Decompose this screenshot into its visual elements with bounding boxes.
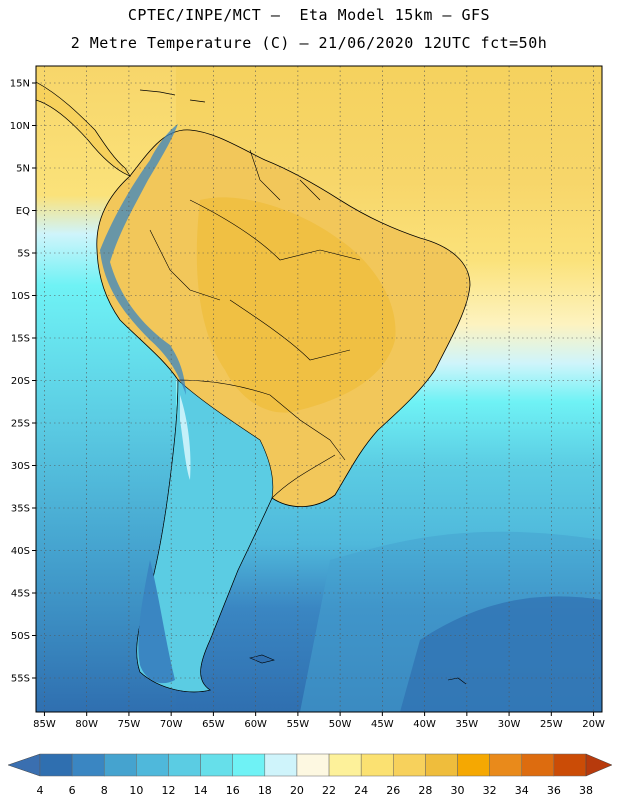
lat-tick-label: 30S — [11, 461, 30, 472]
lat-tick-label: 25S — [11, 419, 30, 430]
legend-label: 24 — [354, 784, 368, 797]
lon-tick-label: 45W — [371, 719, 394, 730]
warm-interior-region — [196, 197, 396, 413]
lat-tick-label: 10S — [11, 291, 30, 302]
central-america-land — [36, 81, 131, 177]
patagonia-cold — [138, 560, 175, 684]
lon-tick-label: 60W — [244, 719, 267, 730]
legend-swatch — [328, 753, 362, 777]
legend-swatch — [489, 753, 523, 777]
legend-swatch — [168, 753, 201, 777]
legend-label: 30 — [451, 784, 465, 797]
legend-swatch — [393, 753, 426, 777]
country-borders — [149, 149, 361, 499]
lat-tick-label: 20S — [11, 376, 30, 387]
legend-swatch — [103, 753, 137, 777]
legend-swatch — [71, 753, 105, 777]
legend-over-arrow — [585, 753, 613, 777]
legend-swatch — [553, 753, 587, 777]
lat-tick-label: 50S — [11, 631, 30, 642]
legend-label: 18 — [258, 784, 272, 797]
legend-swatch — [264, 753, 298, 777]
caribbean-islands — [139, 89, 206, 103]
legend-label: 16 — [226, 784, 240, 797]
legend-under-arrow — [7, 753, 41, 777]
legend-label: 8 — [101, 784, 108, 797]
lon-tick-label: 35W — [456, 719, 479, 730]
south-georgia-island — [447, 677, 467, 685]
latitude-axis: 15N 10N 5N EQ 5S 10S 15S 20S 25S 30S 35S 40S 45S 50S 5… — [10, 79, 36, 685]
lon-tick-label: 65W — [202, 719, 225, 730]
lat-tick-label: 35S — [11, 504, 30, 515]
longitude-axis: 85W 80W 75W 70W 65W 60W 55W 50W 45W 40W 35W 30W 25W 2… — [33, 712, 605, 730]
legend-label: 12 — [161, 784, 175, 797]
lon-tick-label: 70W — [160, 719, 183, 730]
legend-label: 34 — [515, 784, 529, 797]
legend-swatch — [296, 753, 330, 777]
lon-tick-label: 55W — [287, 719, 310, 730]
legend-label: 32 — [483, 784, 497, 797]
legend-label: 4 — [37, 784, 44, 797]
plot-frame — [35, 65, 603, 713]
lat-tick-label: 5N — [16, 164, 30, 175]
legend-label: 6 — [69, 784, 76, 797]
lon-tick-label: 25W — [540, 719, 563, 730]
map-title-line2: 2 Metre Temperature (C) – 21/06/2020 12U… — [70, 34, 548, 52]
legend-swatch — [360, 753, 394, 777]
lat-tick-label: 10N — [10, 121, 30, 132]
lon-tick-label: 20W — [582, 719, 605, 730]
lon-tick-label: 85W — [33, 719, 56, 730]
legend-swatch — [232, 753, 266, 777]
legend-label: 22 — [322, 784, 336, 797]
lat-tick-label: 15S — [11, 334, 30, 345]
lon-tick-label: 30W — [498, 719, 521, 730]
legend-label: 36 — [547, 784, 561, 797]
legend-label: 26 — [386, 784, 400, 797]
legend-swatch — [521, 753, 555, 777]
lat-tick-label: 55S — [11, 674, 30, 685]
legend-label: 38 — [579, 784, 593, 797]
legend-swatch — [39, 753, 73, 777]
falkland-islands — [249, 654, 275, 664]
lat-tick-label: 5S — [17, 249, 30, 260]
lat-tick-label: 40S — [11, 546, 30, 557]
lat-tick-label: 15N — [10, 79, 30, 90]
lon-tick-label: 75W — [118, 719, 141, 730]
legend-label: 20 — [290, 784, 304, 797]
lat-tick-label: EQ — [16, 206, 30, 217]
map-title-line1: CPTEC/INPE/MCT – Eta Model 15km – GFS — [127, 6, 491, 24]
lon-tick-label: 40W — [413, 719, 436, 730]
legend-label: 14 — [194, 784, 208, 797]
lat-tick-label: 45S — [11, 589, 30, 600]
southern-cone-cool — [136, 379, 274, 693]
color-scale-legend: 4 6 8 10 12 14 16 18 20 22 24 26 28 30 32 34 36 38 — [7, 753, 613, 797]
legend-swatch — [425, 753, 458, 777]
legend-swatch — [457, 753, 490, 777]
andes-high-peaks — [180, 395, 191, 480]
temperature-map: 15N 10N 5N EQ 5S 10S 15S 20S 25S 30S 35S 40S 45S 50S 5… — [10, 65, 605, 730]
lon-tick-label: 80W — [75, 719, 98, 730]
lon-tick-label: 50W — [329, 719, 352, 730]
andes-cold-ridge — [100, 124, 186, 395]
legend-label: 28 — [418, 784, 432, 797]
legend-swatch — [136, 753, 169, 777]
legend-swatch — [200, 753, 233, 777]
legend-label: 10 — [129, 784, 143, 797]
